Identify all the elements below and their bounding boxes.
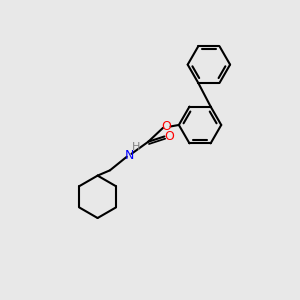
Text: O: O <box>164 130 174 143</box>
Text: H: H <box>131 142 140 152</box>
Text: O: O <box>162 120 171 133</box>
Text: N: N <box>124 148 134 161</box>
